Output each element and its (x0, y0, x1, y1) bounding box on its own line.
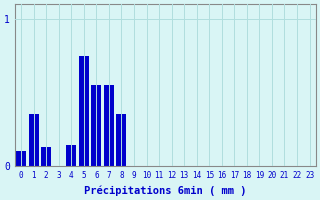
Bar (66, 145, 76, 166)
Bar (16, 151, 26, 166)
Bar (92, 85, 101, 166)
Bar (29, 114, 39, 166)
Bar (116, 114, 126, 166)
Bar (79, 56, 89, 166)
Bar (104, 85, 114, 166)
X-axis label: Précipitations 6min ( mm ): Précipitations 6min ( mm ) (84, 185, 247, 196)
Bar (41, 147, 51, 166)
